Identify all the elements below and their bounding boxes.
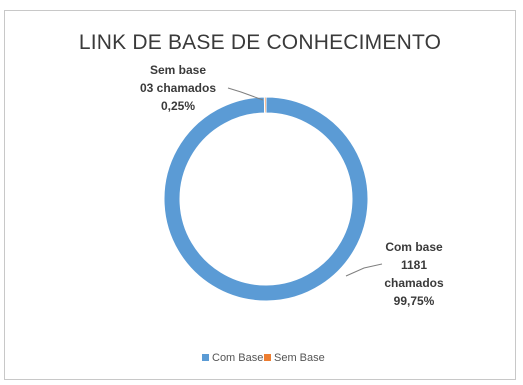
data-label-com-base-line-2: 1181 <box>401 258 427 272</box>
data-label-sem-base-line-2: 03 chamados <box>140 81 216 95</box>
slice-com-base <box>163 96 369 302</box>
legend-swatch-sem-base <box>264 354 271 361</box>
data-label-com-base-line-3: chamados <box>384 276 444 290</box>
legend-swatch-com-base <box>202 354 209 361</box>
slice-sem-base <box>263 96 267 114</box>
chart-frame: LINK DE BASE DE CONHECIMENTO <box>4 10 516 380</box>
data-label-sem-base-line-1: Sem base <box>150 63 206 77</box>
legend-label-com-base: Com Base <box>212 352 263 364</box>
leader-line-com-base <box>345 263 383 277</box>
chart-title: LINK DE BASE DE CONHECIMENTO <box>78 31 442 54</box>
data-label-sem-base-line-3: 0,25% <box>161 99 195 113</box>
data-label-com-base-line-4: 99,75% <box>394 294 435 308</box>
leader-line-sem-base <box>227 87 264 101</box>
data-label-com-base-line-1: Com base <box>385 240 443 254</box>
legend-label-sem-base: Sem Base <box>274 352 325 364</box>
